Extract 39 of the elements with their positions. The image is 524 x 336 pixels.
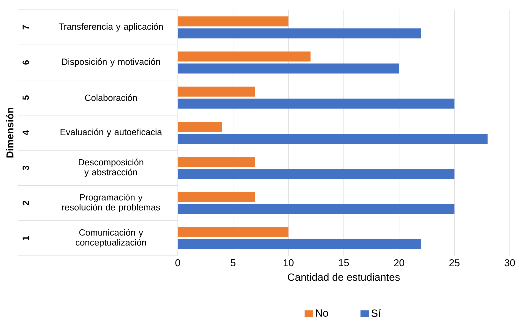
bar [178,98,455,109]
x-tick-label: 25 [450,260,460,267]
bar [178,239,422,250]
bar [178,64,400,74]
bar [178,204,455,214]
bar [178,134,488,144]
text: 1 [22,236,30,240]
x-tick-label: 30 [504,260,516,267]
text: 2 [22,201,30,206]
legend-label: Sí [372,309,382,318]
x-tick-label: 5 [230,260,236,266]
bar [178,52,311,62]
text: 7 [22,25,30,30]
bar [178,16,289,27]
bar [178,157,256,168]
y-axis-title: Dimensión [6,108,14,158]
y-tick-label: Colaboración [85,94,138,102]
y-tick-label: Disposición y motivación [62,58,160,67]
y-tick-label: Transferencia y aplicación [59,23,164,32]
y-tick-label: Descomposición y abstracción [79,158,144,178]
text: 3 [22,166,30,170]
y-tick-label: Programación y resolución de problemas [62,194,160,212]
bar [178,28,422,39]
bar [178,86,256,97]
bar [178,227,289,238]
y-tick-label: Evaluación y autoeficacia [60,128,162,138]
legend-label: No [316,310,328,317]
x-tick-label: 10 [284,260,294,267]
x-tick-label: 20 [394,260,404,267]
bar [178,192,256,202]
bar [178,122,222,132]
text: 4 [22,130,30,136]
text: 6 [22,60,30,65]
text: 5 [22,96,30,100]
x-tick-label: 0 [176,260,180,267]
bar [178,169,455,180]
x-tick-label: 15 [339,260,350,266]
y-tick-label: Comunicación y conceptualización [76,229,146,248]
x-axis-title: Cantidad de estudiantes [288,273,400,282]
